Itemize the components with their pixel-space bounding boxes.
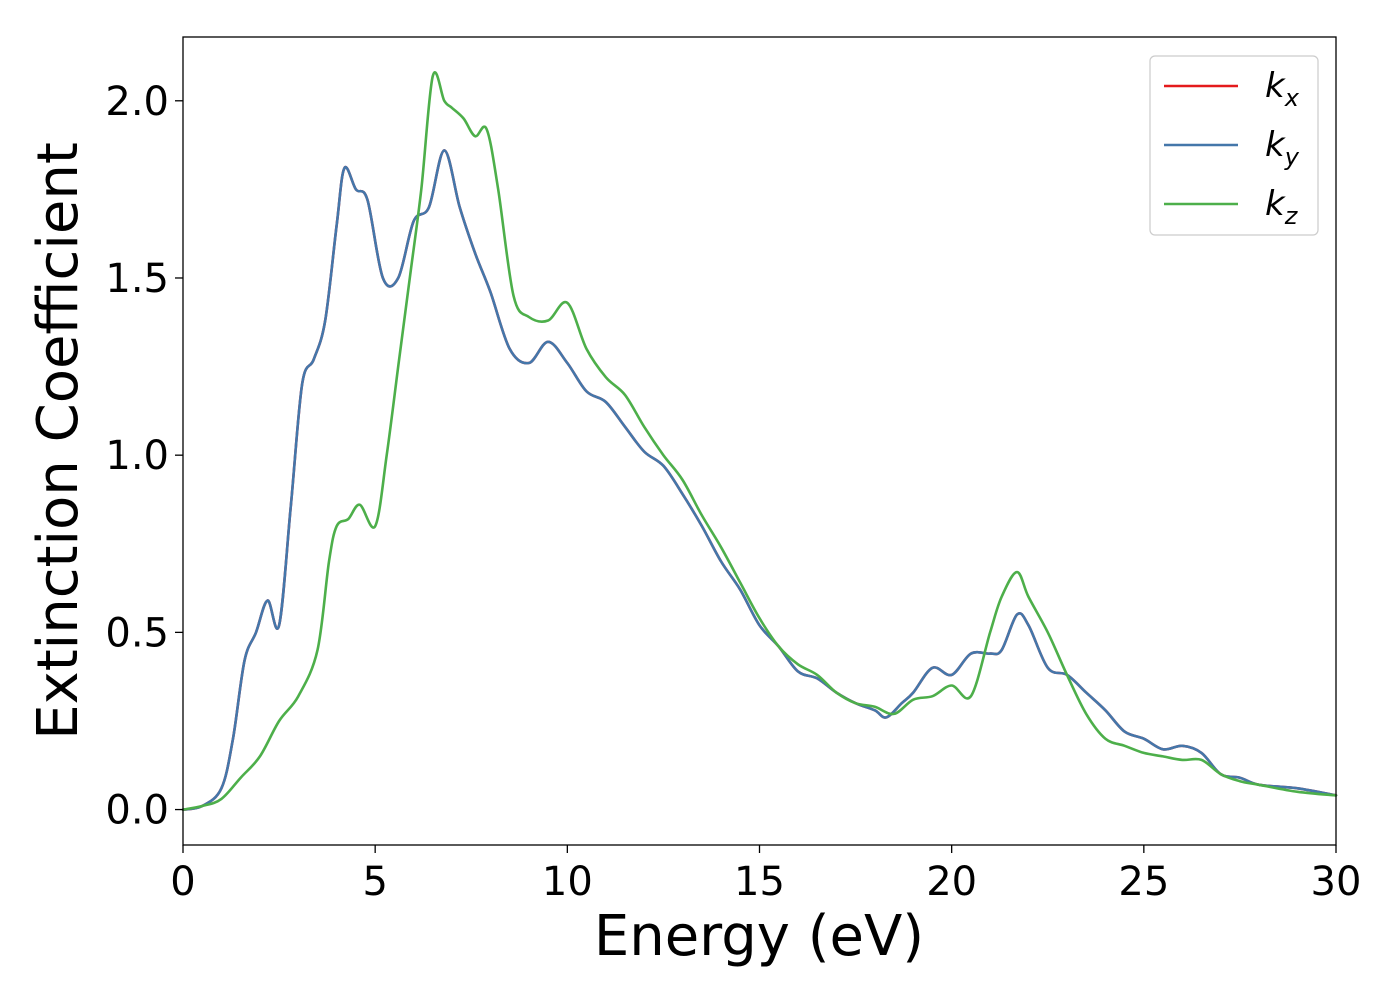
x-tick-label: 30 <box>1311 859 1362 905</box>
x-tick-label: 5 <box>362 859 387 905</box>
legend-label-y: ky <box>1265 125 1300 171</box>
x-axis: 0 5 10 15 20 25 30 <box>170 845 1361 905</box>
y-axis-title: Extinction Coefficient <box>26 142 91 740</box>
x-tick-label: 25 <box>1118 859 1169 905</box>
y-tick-label: 0.5 <box>105 610 169 656</box>
y-tick-label: 0.0 <box>105 788 169 834</box>
y-tick-label: 1.0 <box>105 433 169 479</box>
legend: kx ky kz <box>1149 55 1319 236</box>
x-axis-title: Energy (eV) <box>594 904 924 969</box>
legend-label-x: kx <box>1265 66 1300 112</box>
x-tick-label: 10 <box>542 859 593 905</box>
y-tick-label: 2.0 <box>105 79 169 125</box>
legend-label-z: kz <box>1265 184 1299 230</box>
y-axis: 0.0 0.5 1.0 1.5 2.0 <box>105 79 183 834</box>
x-tick-label: 20 <box>926 859 977 905</box>
series-line-k-z <box>181 71 1338 811</box>
x-tick-label: 0 <box>170 859 195 905</box>
series-layer <box>181 71 1338 811</box>
x-tick-label: 15 <box>734 859 785 905</box>
series-line-k-y <box>181 149 1338 811</box>
y-tick-label: 1.5 <box>105 256 169 302</box>
